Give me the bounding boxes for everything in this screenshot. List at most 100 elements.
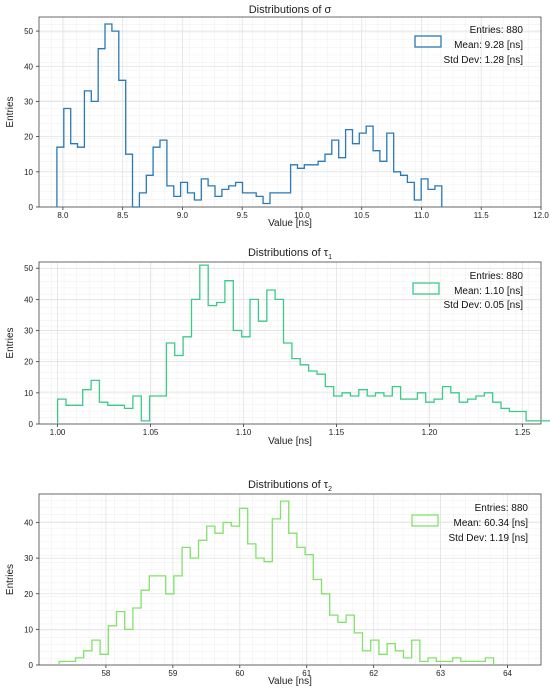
histogram-bin [407,182,414,207]
chart-title-subscript: 2 [328,486,332,493]
histogram-bin [426,402,434,424]
legend-std-dev: Std Dev: 1.19 [ns] [449,533,529,544]
y-tick-label: 20 [24,358,33,367]
tau1-chart-panel: Distributions of τ1 1.00 1.05 1.10 1.15 1.20 1… [0,229,550,459]
histogram-bin [305,555,313,665]
histogram-bin [366,126,373,207]
histogram-bin [394,172,401,207]
x-axis-label: Value [ns] [268,218,312,229]
histogram-bin [149,576,157,665]
histogram-bin [304,165,311,207]
plot-frame [38,261,542,425]
histogram-bin [215,533,223,665]
histogram-bin [309,371,317,424]
histogram-bin [229,186,236,207]
histogram-bin [417,393,425,424]
histogram-bin [225,281,233,424]
histogram-bin [384,396,392,424]
histogram-bin [133,608,141,665]
y-tick-label: 30 [24,554,33,563]
histogram-bin [325,387,333,424]
y-tick-label: 0 [29,203,34,212]
histogram-bin [325,154,332,207]
histogram-step-line [58,500,495,665]
histogram-bin [217,303,225,425]
histogram-bin [83,390,91,424]
histogram-bin [249,193,256,207]
histogram-bin [112,31,119,207]
histogram-bin [119,80,126,207]
y-axis-label: Entries [5,96,16,127]
histogram-bin [409,399,417,424]
histogram-bin [181,182,188,207]
x-tick-label: 1.05 [143,428,159,437]
legend-swatch [412,282,440,295]
y-tick-label: 50 [24,264,33,273]
histogram-bin [58,399,66,424]
tau2-histogram: Distributions of τ2 58 59 60 61 62 63 64 0 10 20 30… [5,479,542,687]
plot-frame [38,16,542,208]
histogram-bin [91,101,98,207]
histogram-bin [346,130,353,207]
histogram-bin [459,402,467,424]
x-tick-label: 9.5 [237,211,249,220]
histogram-bin [236,182,243,207]
histogram-bin [66,405,74,424]
histogram-bin [141,590,149,665]
histogram-bin [342,393,350,424]
histogram-bin [403,658,411,665]
histogram-bin [453,658,461,665]
legend-mean: Mean: 60.34 [ns] [454,518,529,529]
histogram-bin [174,576,182,665]
histogram-bin [116,612,124,665]
histogram-bin [270,193,277,207]
histogram-bin [401,175,408,207]
histogram-bin [434,399,442,424]
histogram-bin [99,402,107,424]
chart-title: Distributions of τ1 [248,247,332,261]
histogram-bin [272,519,280,665]
x-tick-label: 11.5 [474,211,490,220]
x-tick-label: 12.0 [533,211,549,220]
histogram-bin [194,200,201,207]
histogram-bin [283,343,291,424]
histogram-bin [442,387,450,424]
histogram-bin [421,179,428,207]
y-tick-label: 30 [24,97,33,106]
y-tick-label: 20 [24,590,33,599]
legend-mean: Mean: 1.10 [ns] [454,286,523,297]
histogram-bin [208,186,215,207]
histogram-bin [200,265,208,424]
histogram-bin [313,580,321,666]
histogram-bin [267,290,275,424]
histogram-bin [284,193,291,207]
histogram-bin [74,405,82,424]
histogram-bin [338,622,346,665]
histogram-bin [476,396,484,424]
histogram-bin [485,658,493,665]
y-tick-label: 30 [24,327,33,336]
histogram-bin [379,654,387,665]
x-tick-label: 60 [235,669,244,678]
x-tick-label: 10.0 [294,211,310,220]
x-tick-label: 61 [302,669,311,678]
histogram-bin [311,165,318,207]
histogram-bin [188,193,195,207]
histogram-bin [332,140,339,207]
legend-std-dev: Std Dev: 0.05 [ns] [444,300,524,311]
histogram-bin [401,399,409,424]
histogram-bin [428,658,436,665]
x-tick-label: 1.15 [329,428,345,437]
histogram-bin [451,393,459,424]
histogram-bin [242,193,249,207]
histogram-bin [256,558,264,665]
y-tick-label: 40 [24,62,33,71]
histogram-bin [108,626,116,665]
histogram-bin [92,640,100,665]
histogram-bin [207,526,215,665]
histogram-bin [291,165,298,207]
histogram-bin [231,526,239,665]
histogram-bin [264,562,272,665]
histogram-bin [133,396,141,424]
chart-title-subscript: 1 [328,254,332,261]
